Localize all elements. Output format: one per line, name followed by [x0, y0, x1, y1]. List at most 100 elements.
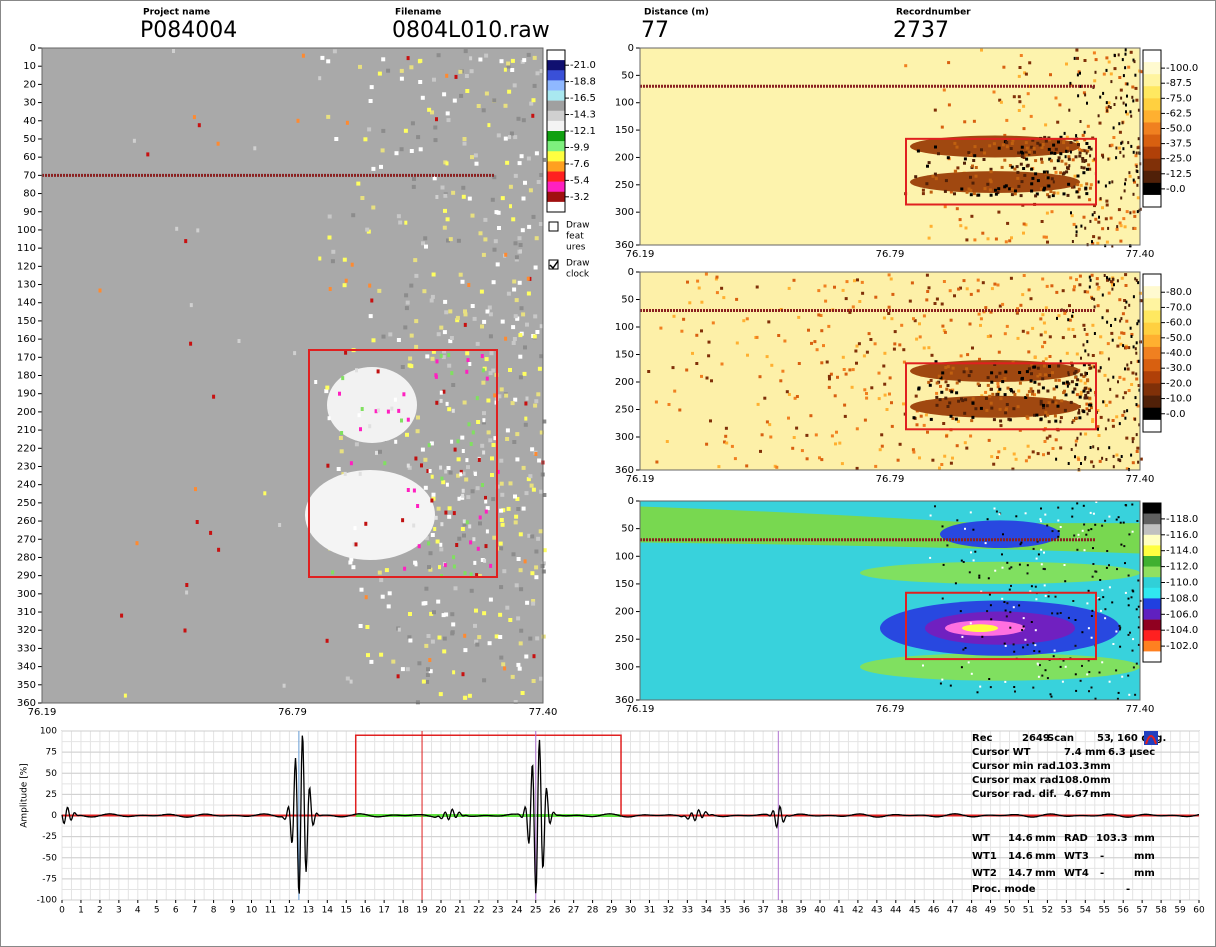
pixel [1084, 549, 1086, 551]
pixel [489, 371, 493, 375]
pixel [1084, 328, 1086, 331]
pixel [542, 570, 546, 574]
pixel [964, 157, 967, 160]
pixel [481, 483, 484, 487]
pixel [413, 258, 417, 262]
pixel [969, 323, 972, 326]
pixel [504, 104, 508, 108]
pixel [1082, 410, 1085, 413]
pixel [1066, 147, 1069, 150]
pixel [461, 494, 464, 498]
pixel [1120, 224, 1123, 227]
pixel [486, 529, 489, 533]
pixel [196, 520, 199, 524]
pixel [930, 418, 933, 421]
pixel [1092, 547, 1094, 549]
pixel [1092, 563, 1094, 565]
pixel [527, 292, 531, 296]
pixel [1084, 349, 1086, 352]
pixel [528, 474, 532, 478]
pixel [443, 209, 447, 213]
pixel [1138, 176, 1140, 179]
pixel [917, 150, 920, 153]
pixel [503, 666, 506, 670]
pixel [1078, 196, 1081, 199]
x-tick-label: 37 [757, 906, 768, 916]
pixel [984, 391, 987, 394]
pixel [1091, 615, 1093, 617]
pixel [962, 649, 964, 651]
pixel [410, 149, 414, 153]
pixel [950, 390, 953, 393]
pixel [1025, 154, 1028, 157]
pixel [1128, 533, 1130, 535]
pixel [915, 395, 918, 398]
info-text: Cursor max rad. [972, 775, 1062, 786]
pixel [1025, 158, 1028, 161]
pixel [369, 660, 373, 664]
pixel [1088, 690, 1090, 692]
pixel [1025, 141, 1028, 144]
pixel [189, 342, 192, 346]
x-tick-label: 17 [378, 906, 389, 916]
pixel [525, 491, 529, 495]
pixel [198, 123, 201, 127]
pixel [523, 181, 527, 185]
pixel [891, 293, 894, 296]
colorbar-swatch [1143, 86, 1161, 98]
pixel [499, 585, 503, 589]
pixel [388, 591, 392, 595]
pixel [942, 422, 945, 425]
pixel [1007, 387, 1010, 390]
pixel [1125, 53, 1127, 56]
pixel [487, 123, 490, 127]
y-tick-label: 170 [17, 352, 36, 363]
colorbar-swatch [547, 101, 565, 111]
pixel [1103, 73, 1106, 76]
pixel [1084, 227, 1086, 230]
pixel [936, 298, 939, 301]
pixel [966, 353, 969, 356]
checkbox[interactable] [549, 222, 558, 231]
pixel [927, 381, 930, 384]
pixel [991, 393, 994, 396]
pixel [1027, 564, 1029, 566]
pixel [1033, 381, 1036, 384]
x-tick-label: 47 [947, 906, 958, 916]
pixel [482, 368, 485, 372]
pixel [988, 577, 990, 579]
pixel [1027, 644, 1029, 646]
pixel [1133, 345, 1135, 348]
pixel [1106, 101, 1108, 104]
pixel [468, 524, 471, 528]
pixel [1086, 378, 1089, 381]
pixel [1045, 140, 1048, 143]
pixel [1132, 372, 1135, 375]
x-tick-label: 39 [795, 906, 807, 916]
pixel [940, 683, 942, 685]
pixel [1132, 590, 1134, 592]
pixel [414, 457, 417, 461]
pixel [515, 255, 519, 259]
pixel [756, 336, 759, 339]
pixel [883, 317, 886, 320]
pixel [1113, 283, 1115, 286]
pixel [512, 280, 516, 284]
pixel [533, 84, 537, 88]
info-text: mm [1035, 833, 1056, 844]
pixel [318, 257, 321, 261]
x-tick-label: 8 [211, 906, 217, 916]
pixel [463, 634, 466, 638]
pixel [1010, 566, 1012, 568]
pixel [358, 65, 362, 69]
pixel [1080, 433, 1082, 436]
x-tick-label: 15 [341, 906, 352, 916]
pixel [863, 388, 866, 391]
pixel [504, 394, 508, 398]
pixel [408, 612, 412, 616]
info-text: 14.6 [1008, 851, 1033, 862]
x-tick-label: 76.79 [876, 249, 905, 260]
pixel [1027, 572, 1029, 574]
pixel [1087, 412, 1089, 415]
pixel [437, 53, 441, 57]
